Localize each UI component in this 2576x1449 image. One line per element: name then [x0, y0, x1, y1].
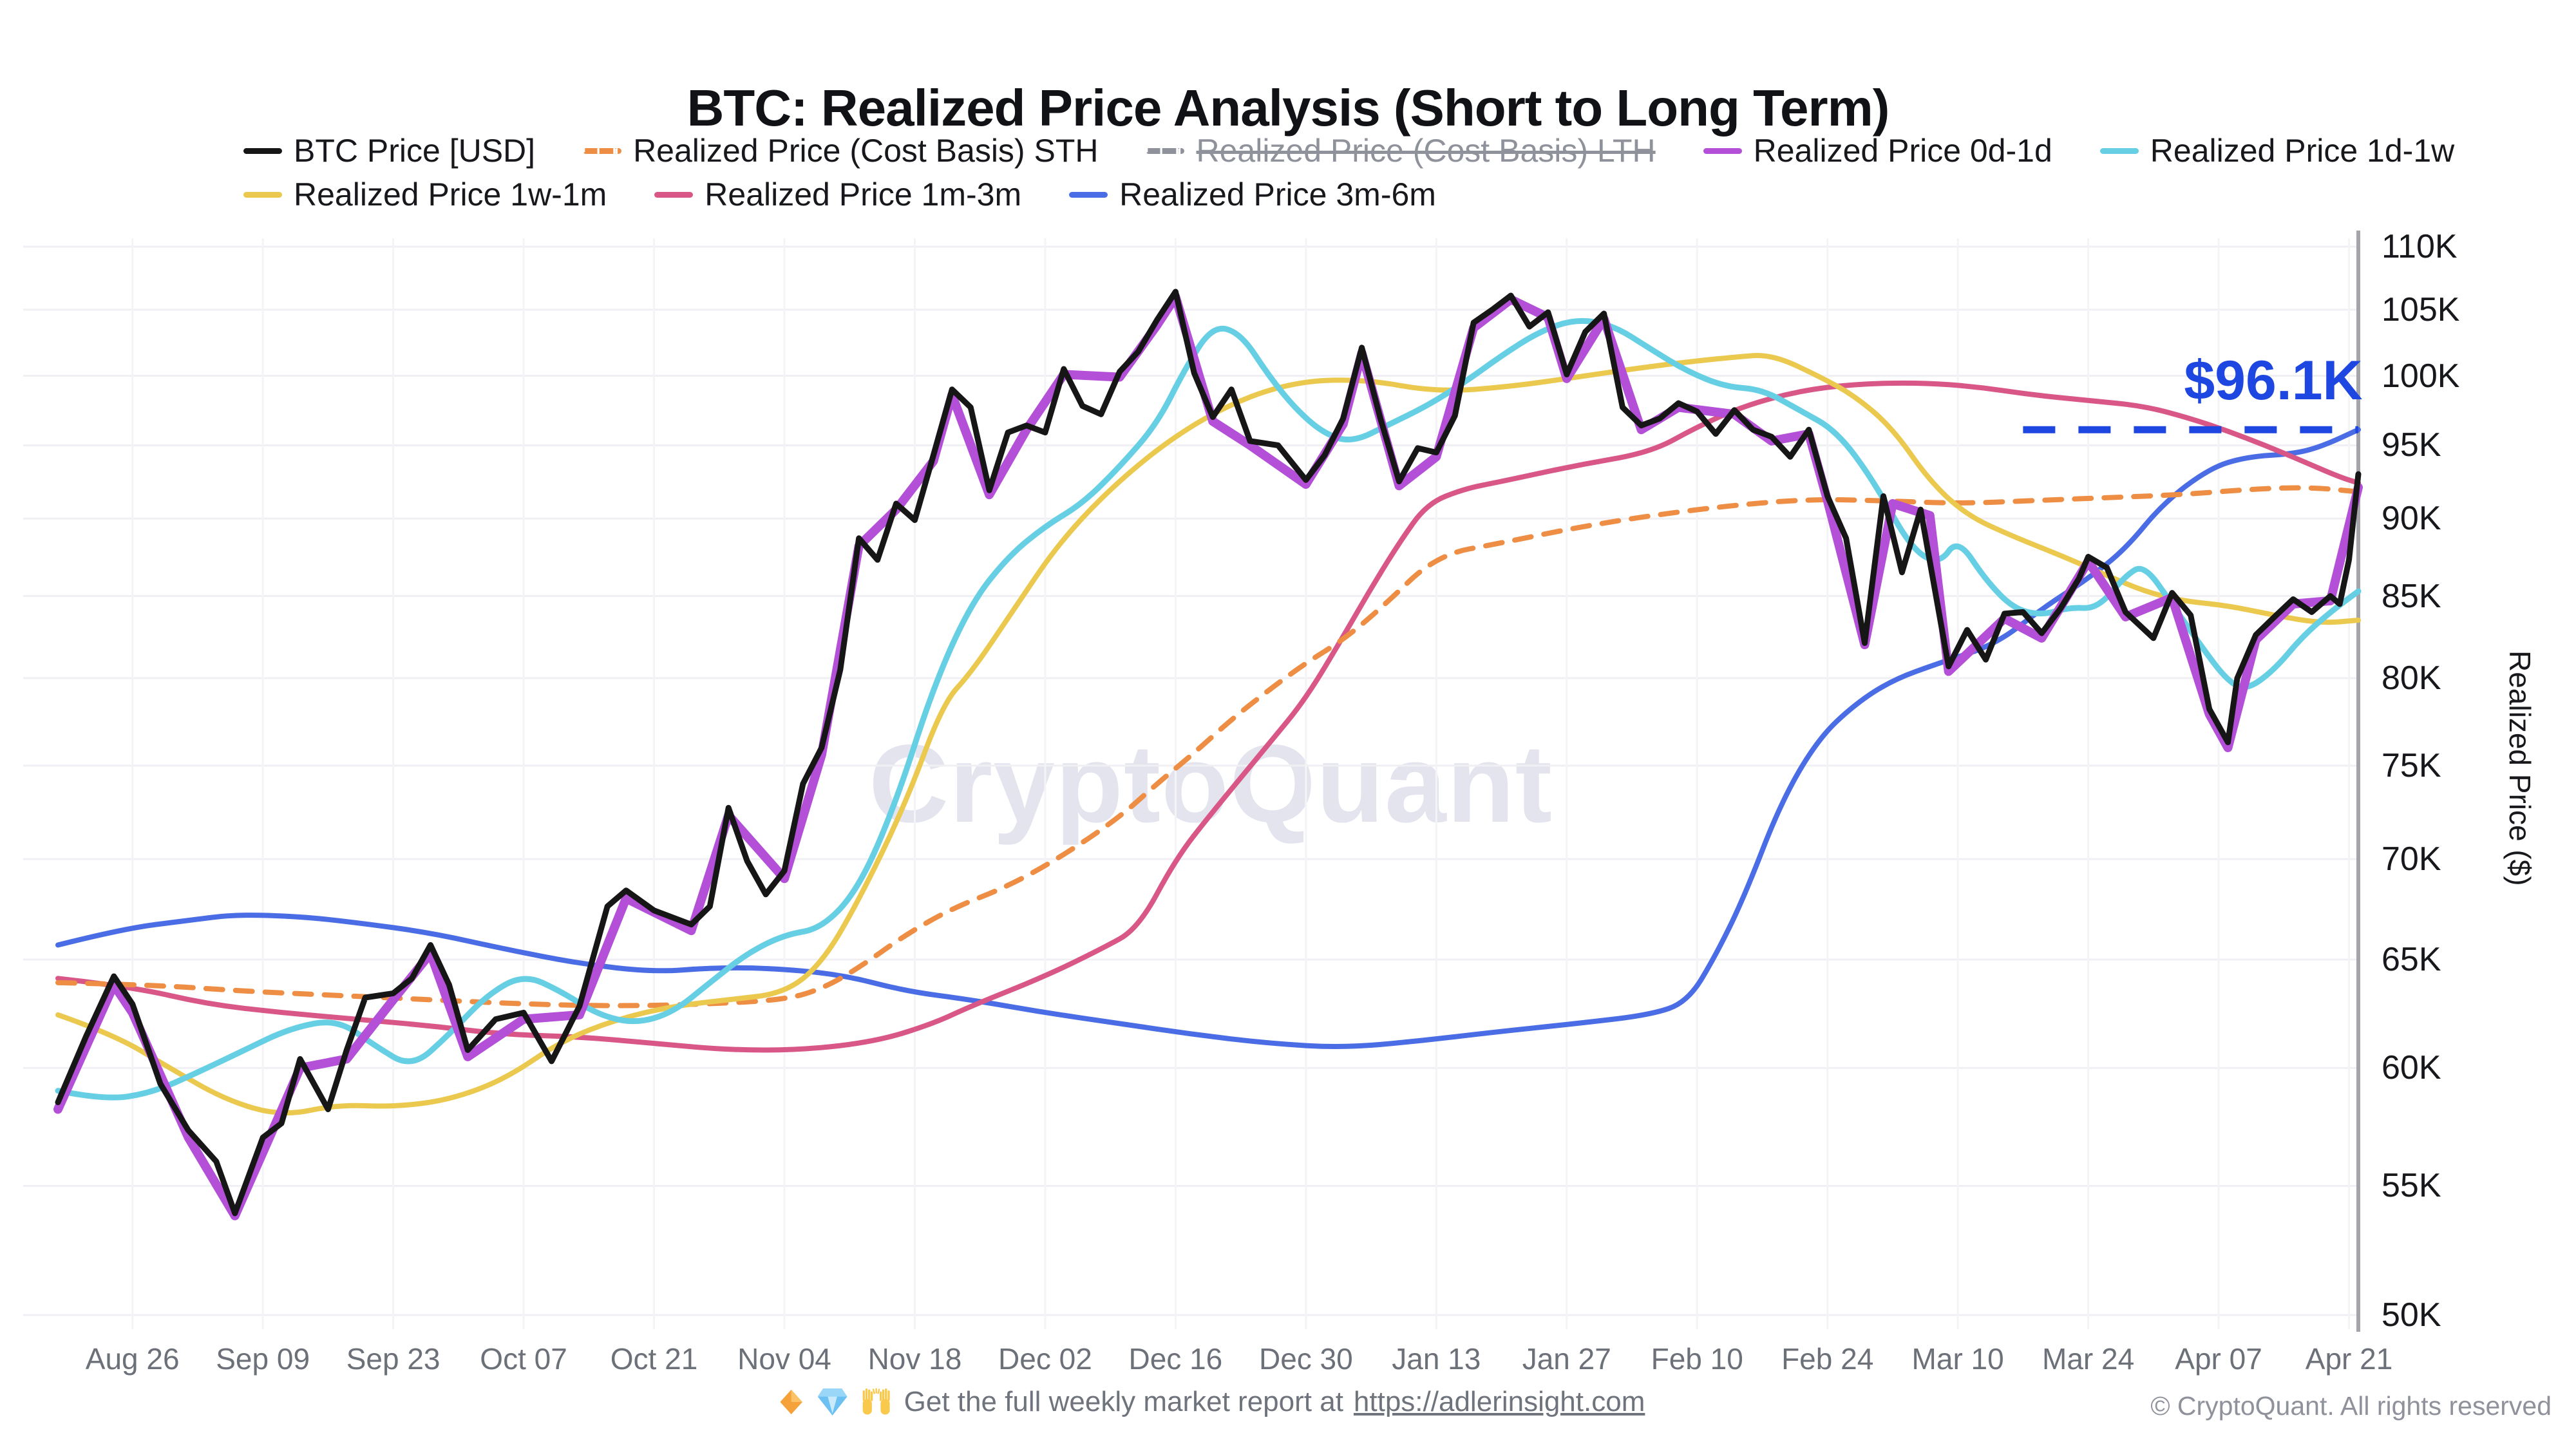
legend-item-realized-price-cost-basis-lth[interactable]: Realized Price (Cost Basis) LTH	[1146, 132, 1656, 169]
series-realized-price-1m-3m	[55, 380, 2361, 1053]
footer-promo: Get the full weekly market report at htt…	[777, 1386, 1645, 1418]
latest-value-annotation: $96.1K	[2184, 350, 2363, 412]
legend-swatch	[654, 191, 694, 198]
legend-row-2: Realized Price 1w-1m Realized Price 1m-3m…	[243, 174, 1436, 215]
series-realized-price-1w-1m	[55, 352, 2361, 1116]
legend-label: Realized Price (Cost Basis) LTH	[1196, 133, 1656, 169]
legend-item-realized-price-cost-basis-sth[interactable]: Realized Price (Cost Basis) STH	[583, 132, 1098, 169]
chart-title: BTC: Realized Price Analysis (Short to L…	[687, 79, 1890, 137]
series-btc-price-usd-	[55, 289, 2362, 1217]
legend-swatch	[1146, 147, 1185, 154]
legend-item-realized-price-3m-6m[interactable]: Realized Price 3m-6m	[1069, 176, 1436, 213]
legend-item-realized-price-1m-3m[interactable]: Realized Price 1m-3m	[654, 176, 1021, 213]
orange-diamond-icon	[777, 1387, 806, 1417]
raised-hands-icon	[859, 1387, 894, 1417]
legend-label: Realized Price 1w-1m	[294, 176, 607, 213]
series-realized-price-0d-1d	[53, 292, 2363, 1220]
promo-text: Get the full weekly market report at	[904, 1386, 1343, 1417]
legend-item-realized-price-1w-1m[interactable]: Realized Price 1w-1m	[243, 176, 607, 213]
legend-item-realized-price-1d-1w[interactable]: Realized Price 1d-1w	[2099, 132, 2455, 169]
series-realized-price-1d-1w	[55, 317, 2362, 1101]
legend-swatch	[583, 147, 622, 154]
legend-swatch	[1069, 191, 1108, 198]
cryptoquant-watermark: CryptoQuant	[868, 722, 1553, 846]
legend-swatch	[243, 191, 282, 198]
legend-label: Realized Price 3m-6m	[1119, 176, 1436, 213]
legend-swatch	[1703, 147, 1742, 154]
legend-label: Realized Price (Cost Basis) STH	[633, 133, 1099, 169]
legend-label: Realized Price 1d-1w	[2150, 133, 2455, 169]
legend-item-btc-price-usd-[interactable]: BTC Price [USD]	[243, 132, 535, 169]
promo-link[interactable]: https://adlerinsight.com	[1353, 1386, 1645, 1417]
series-realized-price-3m-6m	[55, 427, 2361, 1049]
legend-label: BTC Price [USD]	[294, 133, 536, 169]
gem-icon	[817, 1387, 849, 1417]
y-axis-title: Realized Price ($)	[2503, 650, 2537, 886]
legend-label: Realized Price 0d-1d	[1753, 133, 2052, 169]
legend-item-realized-price-0d-1d[interactable]: Realized Price 0d-1d	[1703, 132, 2052, 169]
legend-swatch	[243, 147, 282, 154]
legend-row-1: BTC Price [USD] Realized Price (Cost Basi…	[243, 130, 2454, 171]
legend-label: Realized Price 1m-3m	[705, 176, 1022, 213]
legend-swatch	[2099, 147, 2139, 154]
copyright-notice: © CryptoQuant. All rights reserved	[2150, 1391, 2552, 1421]
series-realized-price-cost-basis-sth	[55, 485, 2361, 1009]
